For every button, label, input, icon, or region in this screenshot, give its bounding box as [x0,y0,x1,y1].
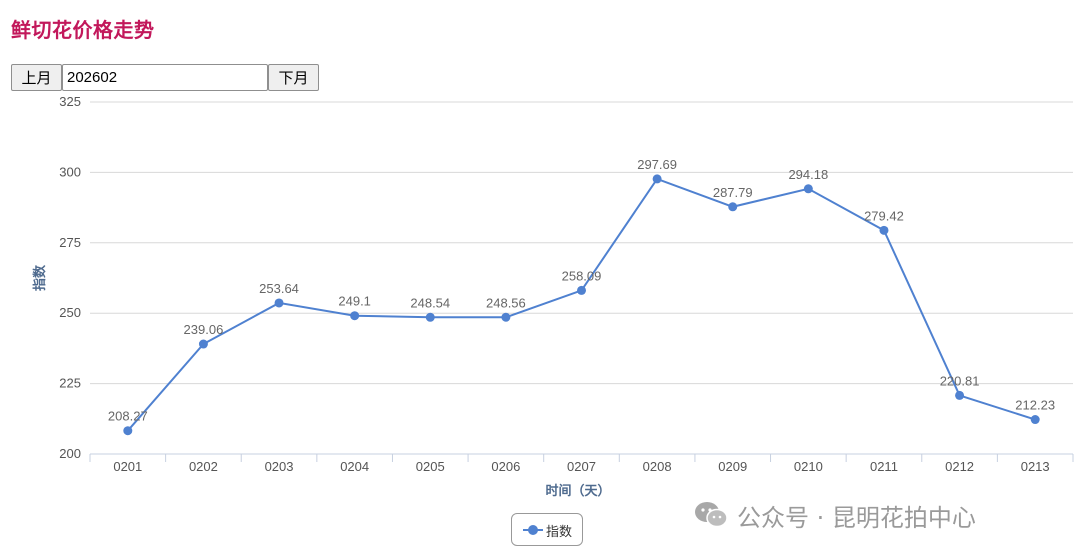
next-month-button[interactable]: 下月 [268,64,319,91]
data-label: 297.69 [637,157,677,172]
data-label: 220.81 [940,373,980,388]
x-tick-label: 0207 [567,459,596,474]
x-tick-label: 0213 [1021,459,1050,474]
data-label: 248.54 [410,295,450,310]
y-axis-title: 指数 [32,264,48,291]
x-tick-label: 0204 [340,459,369,474]
y-tick-label: 225 [59,376,81,391]
data-point [577,285,586,295]
data-point [198,339,208,349]
x-tick-label: 0209 [718,459,747,474]
data-point [879,225,889,235]
x-tick-label: 0201 [113,459,142,474]
data-point [652,174,662,184]
watermark-text: 公众号 · 昆明花拍中心 [737,503,976,532]
y-tick-label: 275 [59,235,81,250]
month-input[interactable] [62,64,268,91]
data-label: 258.09 [562,268,602,283]
data-point [1030,415,1040,425]
page-title: 鲜切花价格走势 [11,18,155,42]
x-tick-label: 0205 [416,459,445,474]
x-axis-title: 时间（天） [545,483,610,499]
data-label: 287.79 [713,185,753,200]
data-point [803,184,813,194]
prev-month-button[interactable]: 上月 [11,64,62,91]
wechat-icon [695,502,728,528]
data-point [425,312,435,322]
y-tick-label: 300 [59,164,81,179]
data-label: 294.18 [788,167,828,182]
x-tick-label: 0203 [265,459,294,474]
x-tick-label: 0210 [794,459,823,474]
data-point [123,426,133,436]
y-tick-label: 250 [59,305,81,320]
x-tick-label: 0211 [870,459,898,474]
x-tick-label: 0206 [491,459,520,474]
watermark: 公众号 · 昆明花拍中心 [693,498,976,532]
data-label: 279.42 [864,208,904,223]
x-tick-label: 0202 [189,459,218,474]
data-label: 249.1 [338,294,371,309]
data-label: 253.64 [259,281,299,296]
x-tick-label: 0208 [643,459,672,474]
legend-item-index[interactable]: 指数 [511,513,583,546]
data-label: 212.23 [1015,398,1055,413]
data-label: 248.56 [486,295,526,310]
y-tick-label: 325 [59,94,81,109]
legend-label: 指数 [546,525,573,540]
data-point [501,312,511,322]
legend-dot-marker [528,525,538,535]
data-point [955,390,965,400]
data-point [728,202,738,212]
data-point [274,298,284,308]
data-point [350,311,360,321]
x-tick-label: 0212 [945,459,974,474]
data-label: 208.27 [108,409,148,424]
data-label: 239.06 [184,322,224,337]
y-tick-label: 200 [59,446,81,461]
